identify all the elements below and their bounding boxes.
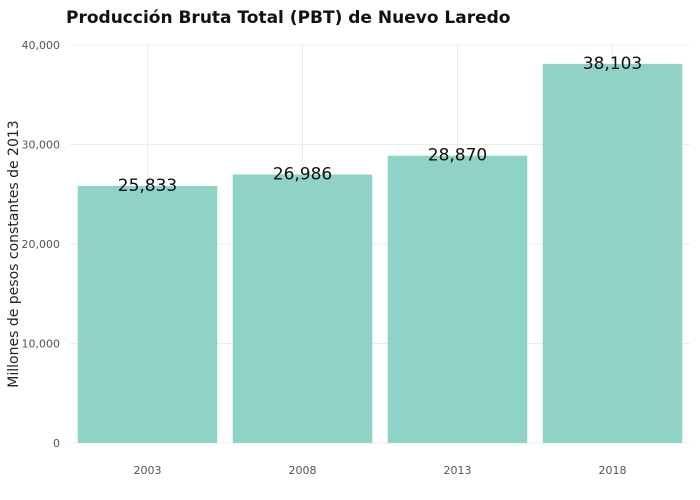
bar-2003 bbox=[77, 185, 218, 443]
y-axis-label: Millones de pesos constantes de 2013 bbox=[6, 120, 22, 387]
x-axis-ticks: 2003 2008 2013 2018 bbox=[134, 464, 627, 477]
bar-2013 bbox=[387, 155, 528, 443]
y-tick-label: 40,000 bbox=[22, 39, 61, 52]
data-labels: 25,833 26,986 28,870 38,103 bbox=[118, 54, 642, 196]
bar-2018 bbox=[542, 63, 683, 443]
data-label: 26,986 bbox=[273, 164, 332, 184]
chart-title: Producción Bruta Total (PBT) de Nuevo La… bbox=[66, 8, 511, 28]
x-tick-label: 2013 bbox=[444, 464, 472, 477]
x-tick-label: 2018 bbox=[599, 464, 627, 477]
bars bbox=[77, 63, 683, 443]
x-tick-label: 2003 bbox=[134, 464, 162, 477]
y-tick-label: 20,000 bbox=[22, 238, 61, 251]
y-tick-label: 0 bbox=[53, 437, 60, 450]
data-label: 38,103 bbox=[583, 54, 642, 74]
y-axis-ticks: 0 10,000 20,000 30,000 40,000 bbox=[22, 39, 61, 450]
x-tick-label: 2008 bbox=[289, 464, 317, 477]
y-tick-label: 30,000 bbox=[22, 139, 61, 152]
bar-2008 bbox=[232, 174, 373, 443]
data-label: 28,870 bbox=[428, 146, 487, 166]
y-tick-label: 10,000 bbox=[22, 338, 61, 351]
data-label: 25,833 bbox=[118, 176, 177, 196]
